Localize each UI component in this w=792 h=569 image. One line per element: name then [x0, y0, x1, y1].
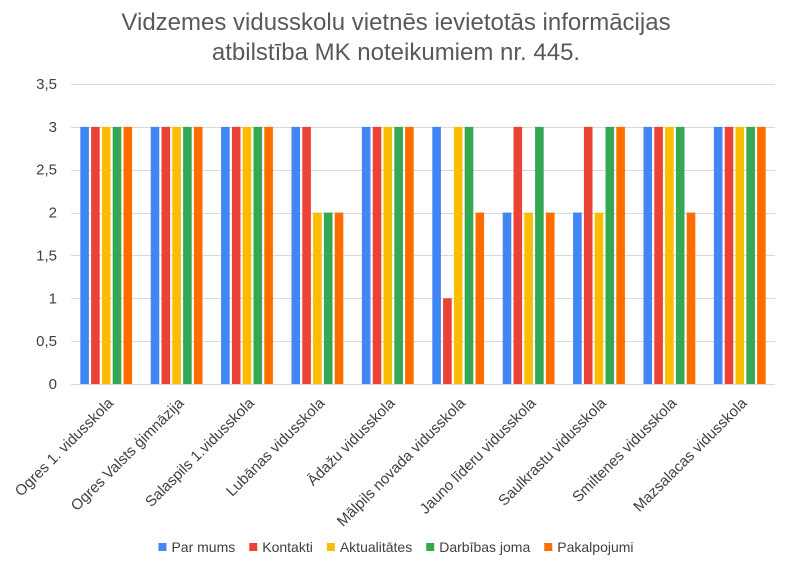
- bar: [221, 126, 230, 385]
- bar: [665, 126, 674, 385]
- bar: [535, 126, 544, 385]
- bar: [313, 212, 322, 384]
- bar: [654, 126, 663, 385]
- bar: [502, 212, 512, 384]
- bar: [453, 126, 463, 385]
- chart-title-line-1: Vidzemes vidusskolu vietnēs ievietotās i…: [121, 9, 670, 36]
- bar: [394, 126, 403, 385]
- bar: [302, 126, 311, 385]
- bar: [91, 126, 100, 385]
- bar: [524, 212, 533, 384]
- y-tick-label: 3: [49, 119, 57, 136]
- bar: [616, 126, 625, 385]
- legend-swatch: [544, 543, 553, 551]
- legend-label: Pakalpojumi: [557, 539, 633, 555]
- bar: [443, 298, 452, 384]
- chart-title-line-2: atbilstība MK noteikumiem nr. 445.: [212, 39, 580, 66]
- bar: [545, 212, 555, 384]
- bar: [475, 212, 485, 384]
- legend-label: Darbības joma: [439, 539, 530, 555]
- bar: [757, 126, 766, 385]
- y-tick-label: 1: [49, 290, 57, 307]
- bar: [123, 126, 133, 385]
- bar: [583, 126, 593, 385]
- bar: [405, 126, 414, 385]
- legend-item: Pakalpojumi: [544, 539, 634, 555]
- legend-swatch: [426, 543, 435, 551]
- bar: [264, 126, 273, 385]
- bar: [573, 212, 582, 384]
- bar: [112, 126, 122, 385]
- bar: [675, 126, 685, 385]
- bar: [594, 212, 604, 384]
- y-tick-label: 0,5: [36, 333, 57, 350]
- legend: Par mums Kontakti Aktualitātes Darbības jom…: [158, 539, 634, 555]
- bar: [161, 126, 171, 385]
- legend-swatch: [249, 543, 258, 551]
- legend-label: Kontakti: [262, 539, 313, 555]
- bar: [383, 126, 393, 385]
- bar: [150, 126, 160, 385]
- bar: [713, 126, 723, 385]
- bar: [432, 126, 441, 385]
- bars: [80, 126, 766, 385]
- bar: [193, 126, 203, 385]
- bar: [172, 126, 181, 385]
- bar: [372, 126, 382, 385]
- x-tick-label: Ogres Valsts ģimnāzija: [68, 394, 188, 514]
- legend-swatch: [158, 543, 167, 551]
- bar: [643, 126, 653, 385]
- bar: [291, 126, 301, 385]
- bar: [724, 126, 734, 385]
- x-tick-label: Mālpils novada vidusskola: [334, 394, 470, 530]
- legend-item: Aktualitātes: [326, 539, 412, 555]
- legend-label: Aktualitātes: [340, 539, 412, 555]
- bar: [513, 126, 523, 385]
- bar: [183, 126, 192, 385]
- chart-title: Vidzemes vidusskolu vietnēs ievietotās i…: [121, 9, 670, 66]
- x-tick-label: Mazsalacas vidusskola: [630, 394, 751, 515]
- bar: [323, 212, 333, 384]
- bar: [746, 126, 755, 385]
- bar: [605, 126, 615, 385]
- bar: [334, 212, 344, 384]
- x-tick-label: Jauno līderu vidusskola: [417, 394, 540, 517]
- y-tick-label: 0: [49, 376, 57, 393]
- bar: [686, 212, 696, 384]
- bar: [242, 126, 252, 385]
- y-tick-label: 2: [49, 205, 57, 222]
- legend-item: Par mums: [158, 539, 235, 555]
- legend-swatch: [326, 543, 335, 551]
- bar: [253, 126, 263, 385]
- bar: [80, 126, 89, 385]
- legend-item: Kontakti: [249, 539, 313, 555]
- bar: [735, 126, 745, 385]
- legend-label: Par mums: [171, 539, 235, 555]
- bar: [101, 126, 111, 385]
- y-axis-tick-labels: 0 0,5 1 1,5 2 2,5 3 3,5: [36, 76, 57, 393]
- legend-item: Darbības joma: [426, 539, 530, 555]
- y-tick-label: 1,5: [36, 247, 57, 264]
- y-tick-label: 2,5: [36, 162, 57, 179]
- bar: [361, 126, 371, 385]
- y-tick-label: 3,5: [36, 76, 57, 93]
- bar: [231, 126, 241, 385]
- bar: [464, 126, 474, 385]
